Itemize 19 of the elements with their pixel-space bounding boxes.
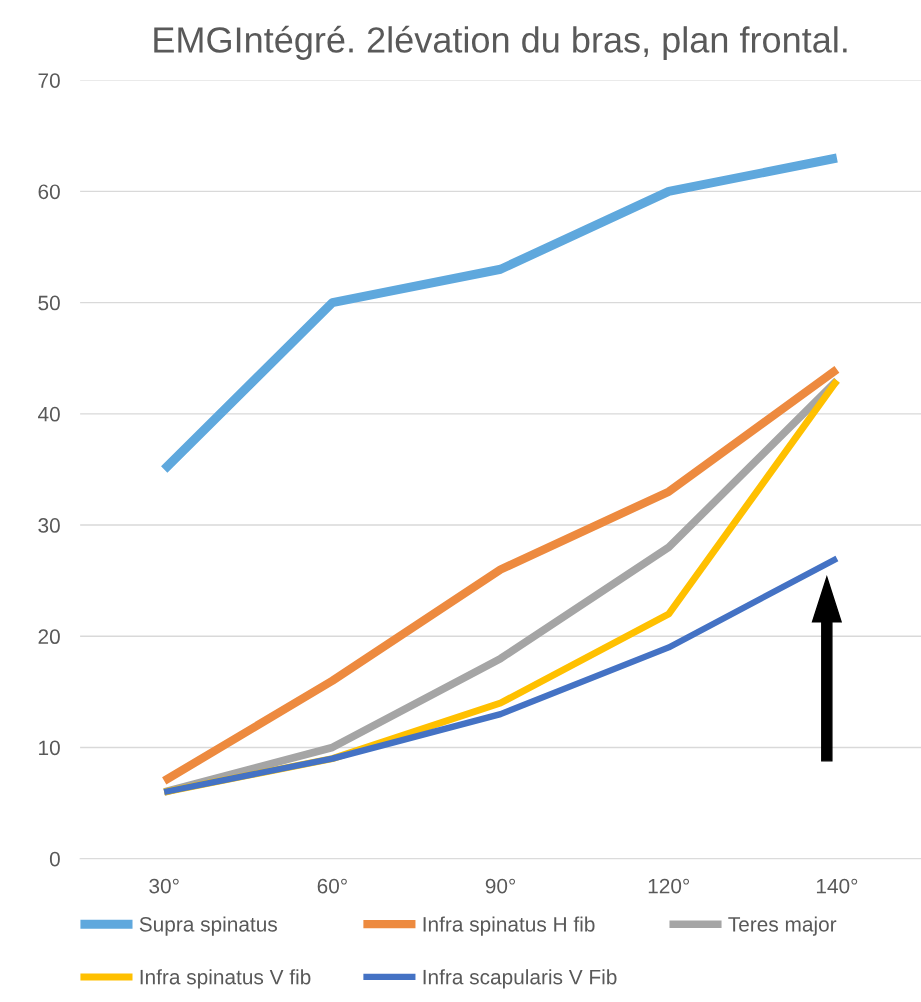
x-tick-label: 60° [317, 878, 347, 894]
y-tick-label: 40 [37, 406, 60, 422]
legend-label: Infra scapularis V Fib [423, 969, 617, 989]
y-tick-label: 70 [38, 73, 60, 88]
y-tick-label: 10 [39, 740, 60, 756]
legend-label: Infra spinatus H fib [423, 916, 595, 936]
y-tick-label: 20 [38, 629, 60, 645]
x-tick-label: 30° [149, 878, 179, 894]
x-tick-label: 90° [485, 878, 516, 894]
y-tick-label: 60 [38, 184, 60, 200]
y-tick-label: 0 [49, 851, 60, 867]
x-tick-label: 140° [816, 878, 858, 894]
x-tick-label: 120° [648, 878, 690, 894]
y-tick-label: 30 [38, 518, 60, 533]
y-tick-label: 50 [38, 295, 60, 311]
legend-label: Supra spinatus [139, 916, 277, 936]
legend-label: Infra spinatus V fib [140, 969, 311, 989]
chart-title: EMGIntégré. 2lévation du bras, plan frontal. [154, 25, 847, 60]
legend-label: Teres major [728, 916, 837, 936]
